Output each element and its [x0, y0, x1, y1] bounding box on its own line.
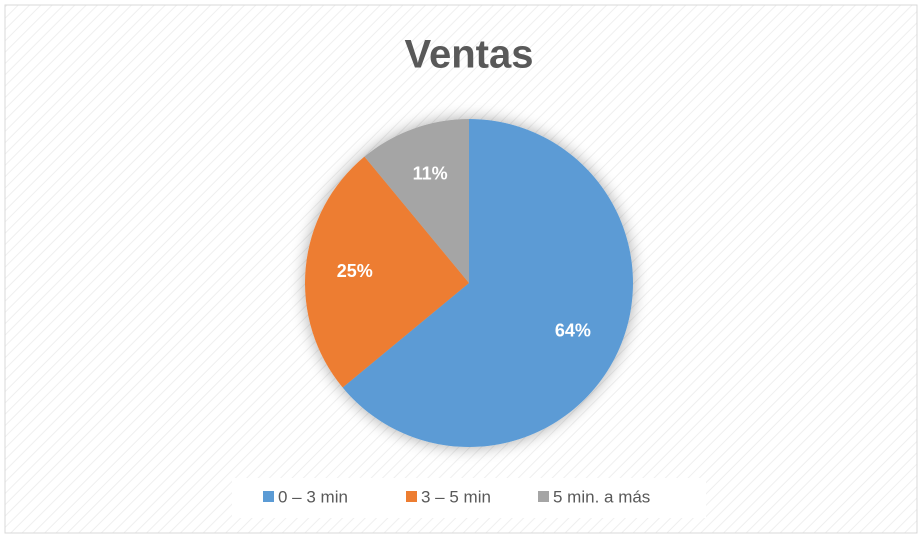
data-label: 25%	[337, 261, 373, 281]
legend-swatch	[263, 491, 274, 502]
legend-swatch	[538, 491, 549, 502]
pie-slice	[342, 119, 633, 448]
pie-slice	[304, 156, 469, 388]
legend-swatch	[406, 491, 417, 502]
data-label: 11%	[413, 164, 448, 184]
pie	[304, 119, 633, 448]
legend-label: 5 min. a más	[553, 487, 650, 506]
legend-label: 3 – 5 min	[421, 487, 491, 506]
data-label: 64%	[555, 321, 591, 341]
chart-title: Ventas	[405, 33, 534, 77]
legend-background	[232, 478, 706, 518]
pie-slice	[364, 119, 469, 283]
legend-label: 0 – 3 min	[278, 487, 348, 506]
